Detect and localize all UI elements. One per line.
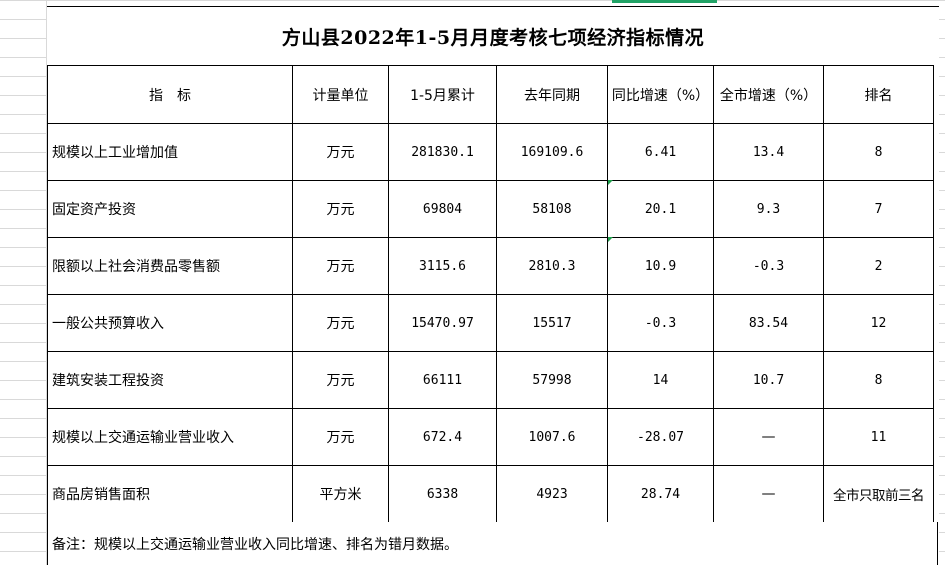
cell-unit[interactable]: 平方米 <box>292 465 389 523</box>
cell-indicator[interactable]: 一般公共预算收入 <box>47 294 293 352</box>
header-row: 指 标 计量单位 1-5月累计 去年同期 同比增速（%） 全市增速（%） 排名 <box>47 65 934 124</box>
table-row: 规模以上交通运输业营业收入 万元 672.4 1007.6 -28.07 — 1… <box>47 408 934 466</box>
cell-rank[interactable]: 12 <box>823 294 934 352</box>
table-row: 建筑安装工程投资 万元 66111 57998 14 10.7 8 <box>47 351 934 409</box>
table-row: 商品房销售面积 平方米 6338 4923 28.74 — 全市只取前三名 <box>47 465 934 523</box>
header-last-year[interactable]: 去年同期 <box>496 65 608 124</box>
cell-indicator[interactable]: 固定资产投资 <box>47 180 293 238</box>
cell-city[interactable]: — <box>713 408 824 466</box>
error-indicator-icon[interactable] <box>608 237 613 242</box>
table-title[interactable]: 方山县2022年1-5月月度考核七项经济指标情况 <box>47 6 939 66</box>
cell-last-year[interactable]: 58108 <box>496 180 608 238</box>
cell-yoy[interactable]: 10.9 <box>607 237 714 295</box>
table-row: 限额以上社会消费品零售额 万元 3115.6 2810.3 10.9 -0.3 … <box>47 237 934 295</box>
table-row: 固定资产投资 万元 69804 58108 20.1 9.3 7 <box>47 180 934 238</box>
cell-indicator[interactable]: 商品房销售面积 <box>47 465 293 523</box>
cell-last-year[interactable]: 2810.3 <box>496 237 608 295</box>
cell-yoy[interactable]: -0.3 <box>607 294 714 352</box>
cell-indicator[interactable]: 规模以上工业增加值 <box>47 123 293 181</box>
cell-unit[interactable]: 万元 <box>292 294 389 352</box>
cell-yoy[interactable]: 28.74 <box>607 465 714 523</box>
cell-ytd[interactable]: 15470.97 <box>388 294 497 352</box>
cell-ytd[interactable]: 281830.1 <box>388 123 497 181</box>
cell-city[interactable]: 10.7 <box>713 351 824 409</box>
header-indicator[interactable]: 指 标 <box>47 65 293 124</box>
indicator-table: 指 标 计量单位 1-5月累计 去年同期 同比增速（%） 全市增速（%） 排名 … <box>47 65 934 523</box>
row-header-divider <box>46 0 47 565</box>
cell-unit[interactable]: 万元 <box>292 351 389 409</box>
cell-unit[interactable]: 万元 <box>292 123 389 181</box>
cell-ytd[interactable]: 3115.6 <box>388 237 497 295</box>
cell-unit[interactable]: 万元 <box>292 408 389 466</box>
cell-city[interactable]: 13.4 <box>713 123 824 181</box>
header-unit[interactable]: 计量单位 <box>292 65 389 124</box>
header-ytd[interactable]: 1-5月累计 <box>388 65 497 124</box>
cell-last-year[interactable]: 15517 <box>496 294 608 352</box>
cell-last-year[interactable]: 4923 <box>496 465 608 523</box>
cell-city[interactable]: 83.54 <box>713 294 824 352</box>
cell-rank[interactable]: 全市只取前三名 <box>823 465 934 523</box>
cell-indicator[interactable]: 建筑安装工程投资 <box>47 351 293 409</box>
cell-rank[interactable]: 11 <box>823 408 934 466</box>
cell-city[interactable]: — <box>713 465 824 523</box>
table-row: 一般公共预算收入 万元 15470.97 15517 -0.3 83.54 12 <box>47 294 934 352</box>
header-rank[interactable]: 排名 <box>823 65 934 124</box>
error-indicator-icon[interactable] <box>608 180 613 185</box>
cell-ytd[interactable]: 6338 <box>388 465 497 523</box>
cell-ytd[interactable]: 672.4 <box>388 408 497 466</box>
cell-yoy[interactable]: 6.41 <box>607 123 714 181</box>
cell-rank[interactable]: 2 <box>823 237 934 295</box>
header-city[interactable]: 全市增速（%） <box>713 65 824 124</box>
footnote[interactable]: 备注：规模以上交通运输业营业收入同比增速、排名为错月数据。 <box>47 522 938 565</box>
cell-rank[interactable]: 8 <box>823 351 934 409</box>
cell-unit[interactable]: 万元 <box>292 180 389 238</box>
cell-last-year[interactable]: 169109.6 <box>496 123 608 181</box>
selected-column-indicator <box>612 0 717 3</box>
cell-indicator[interactable]: 规模以上交通运输业营业收入 <box>47 408 293 466</box>
cell-last-year[interactable]: 57998 <box>496 351 608 409</box>
cell-indicator[interactable]: 限额以上社会消费品零售额 <box>47 237 293 295</box>
cell-rank[interactable]: 7 <box>823 180 934 238</box>
cell-last-year[interactable]: 1007.6 <box>496 408 608 466</box>
header-yoy[interactable]: 同比增速（%） <box>607 65 714 124</box>
cell-yoy[interactable]: 20.1 <box>607 180 714 238</box>
cell-unit[interactable]: 万元 <box>292 237 389 295</box>
cell-ytd[interactable]: 66111 <box>388 351 497 409</box>
cell-rank[interactable]: 8 <box>823 123 934 181</box>
cell-yoy[interactable]: 14 <box>607 351 714 409</box>
cell-yoy[interactable]: -28.07 <box>607 408 714 466</box>
cell-ytd[interactable]: 69804 <box>388 180 497 238</box>
table-row: 规模以上工业增加值 万元 281830.1 169109.6 6.41 13.4… <box>47 123 934 181</box>
cell-city[interactable]: 9.3 <box>713 180 824 238</box>
cell-city[interactable]: -0.3 <box>713 237 824 295</box>
